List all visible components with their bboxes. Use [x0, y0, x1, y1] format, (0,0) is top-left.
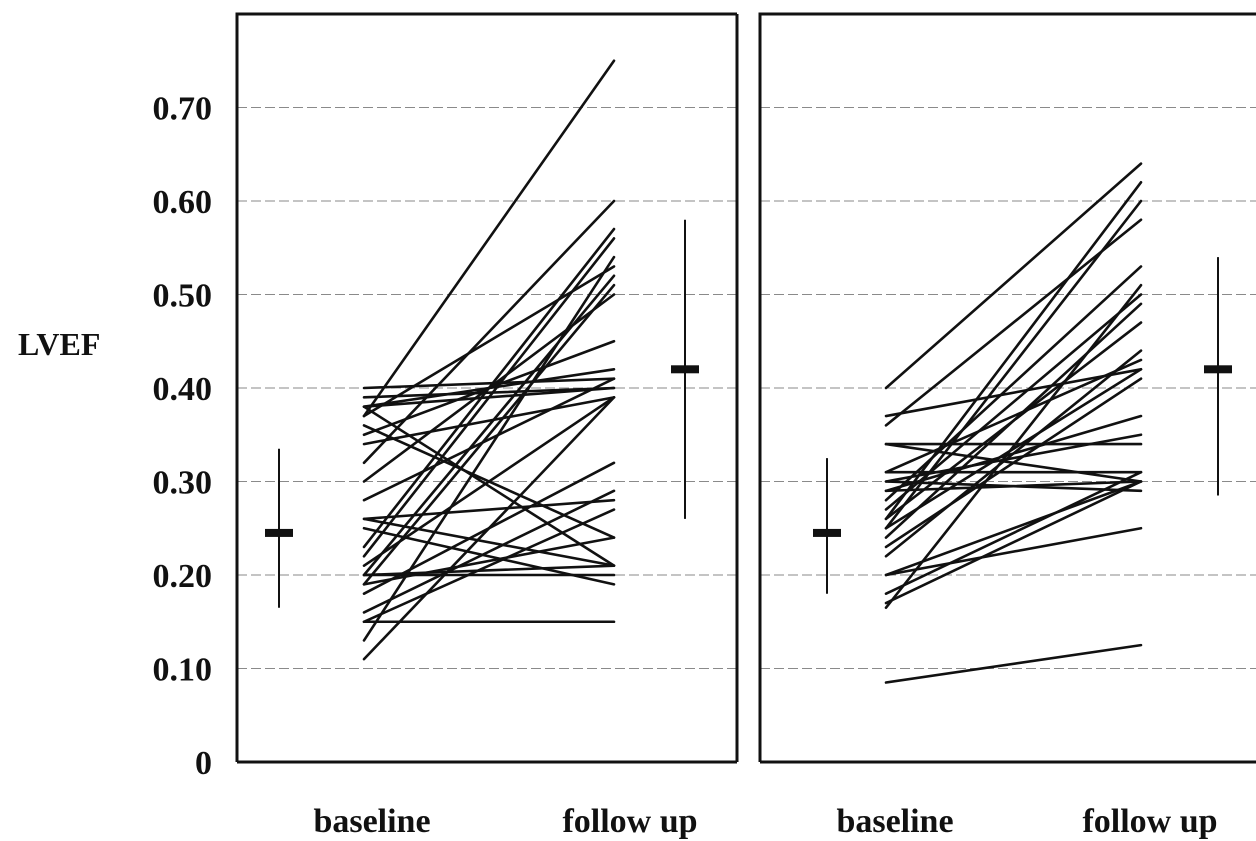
patient-line — [884, 349, 1143, 558]
x-label-baseline: baseline — [313, 803, 430, 840]
patient-line — [362, 227, 616, 549]
patient-line — [362, 199, 616, 465]
patient-line — [362, 498, 616, 521]
baseline-summary-mean-marker — [265, 528, 293, 537]
patient-line — [362, 536, 616, 586]
x-label-follow-up: follow up — [562, 803, 697, 840]
patient-line — [362, 489, 616, 614]
y-tick-label: 0 — [195, 745, 212, 782]
patient-line — [362, 396, 616, 446]
patient-line — [362, 386, 616, 399]
patient-line — [362, 508, 616, 624]
y-tick-label: 0.40 — [153, 371, 213, 408]
patient-line — [362, 396, 616, 567]
y-axis-label: LVEF — [18, 326, 100, 362]
patient-line — [884, 526, 1143, 577]
y-tick-label: 0.30 — [153, 465, 213, 502]
patient-line — [362, 237, 616, 558]
patient-line — [362, 274, 616, 577]
patient-line — [884, 283, 1143, 610]
patient-line — [362, 377, 616, 390]
panel-1: baseline follow up — [235, 12, 739, 840]
patient-line — [362, 405, 616, 567]
y-tick-label: 0.60 — [153, 184, 213, 221]
patient-line — [884, 480, 1143, 493]
follow-up-summary-mean-marker — [671, 365, 699, 374]
patient-line — [884, 480, 1143, 605]
patient-line — [884, 265, 1143, 502]
panel-2: baseline follow up — [758, 12, 1256, 840]
patient-line — [884, 162, 1143, 390]
baseline-summary-mean-marker — [813, 528, 841, 537]
follow-up-summary-mean-marker — [1204, 365, 1232, 374]
patient-line — [884, 470, 1143, 596]
patient-line — [884, 643, 1143, 684]
patient-line — [884, 302, 1143, 539]
patient-line — [362, 377, 616, 502]
patient-line — [362, 283, 616, 586]
patient-line — [884, 480, 1143, 577]
patient-line — [362, 59, 616, 418]
patient-line — [884, 377, 1143, 549]
patient-line — [884, 358, 1143, 474]
patient-line — [884, 433, 1143, 483]
panels: baseline follow up baseline follow up — [235, 12, 1256, 840]
patient-line — [884, 199, 1143, 530]
x-label-follow-up: follow up — [1082, 803, 1217, 840]
patient-line — [362, 255, 616, 642]
x-label-baseline: baseline — [836, 803, 953, 840]
y-tick-label: 0.50 — [153, 278, 213, 315]
panel-frame — [235, 12, 737, 762]
patient-line — [884, 367, 1143, 418]
patient-line — [362, 396, 616, 661]
y-tick-label: 0.70 — [153, 91, 213, 128]
y-axis-tick-labels: 0 0.10 0.20 0.30 0.40 0.50 0.60 0.70 — [153, 91, 213, 783]
patient-line — [884, 181, 1143, 521]
y-tick-label: 0.20 — [153, 558, 213, 595]
patient-line — [884, 367, 1143, 530]
panel-frame — [758, 12, 1256, 762]
y-tick-label: 0.10 — [153, 652, 213, 689]
patient-line — [362, 564, 616, 577]
